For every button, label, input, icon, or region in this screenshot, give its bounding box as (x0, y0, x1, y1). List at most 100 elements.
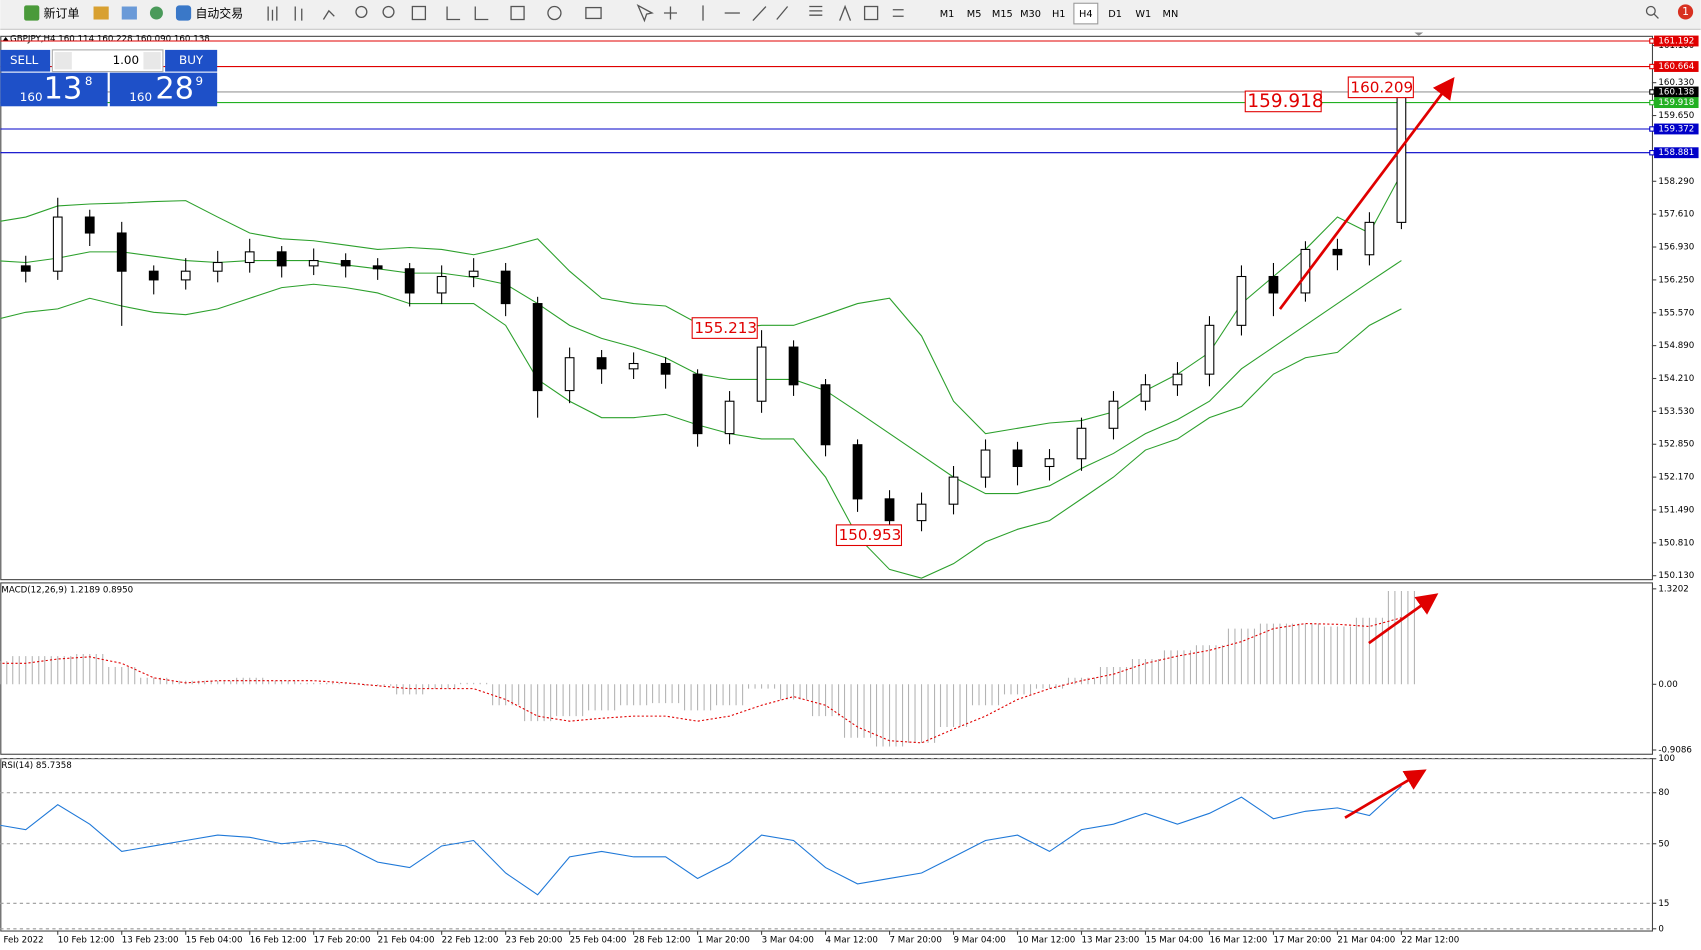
x-tick-label: 22 Mar 12:00 (1401, 936, 1459, 946)
timeframe-button[interactable]: M15 (992, 9, 1013, 20)
annotation-box (1244, 90, 1322, 113)
timeframe-button[interactable]: M1 (940, 9, 955, 20)
timeframe-button[interactable]: D1 (1108, 9, 1122, 20)
y-tick-label: 150.810 (1658, 538, 1694, 548)
timeframe-button[interactable]: M5 (967, 9, 982, 20)
price-level-box (1654, 61, 1699, 72)
candle-body (596, 357, 607, 370)
auto-trading-button[interactable]: 自动交易 (195, 7, 243, 21)
x-tick-label: 15 Mar 04:00 (1145, 936, 1203, 946)
rsi-title: RSI(14) 85.7358 (1, 761, 71, 771)
x-tick-label: 13 Mar 23:00 (1081, 936, 1139, 946)
x-tick-label: 13 Feb 23:00 (122, 936, 179, 946)
sell-price-box[interactable] (0, 72, 108, 107)
candle-body (852, 444, 863, 500)
candle-body (1140, 384, 1151, 402)
buy-price-box[interactable] (109, 72, 218, 107)
y-tick-label: 100 (1658, 754, 1675, 764)
level-handle (1649, 99, 1655, 106)
x-tick-label: 21 Feb 04:00 (378, 936, 435, 946)
new-order-button[interactable]: 新订单 (44, 7, 80, 21)
price-level-box (1654, 97, 1699, 109)
annotation: 159.918 (1247, 91, 1323, 112)
y-tick-label: 152.170 (1658, 473, 1694, 483)
timeframe-button[interactable]: W1 (1135, 9, 1151, 20)
sell-label[interactable]: SELL (10, 53, 39, 67)
candle-body (308, 260, 319, 267)
rsi-line (0, 785, 1402, 896)
timeframe-button[interactable]: M30 (1020, 9, 1041, 20)
volume-input[interactable] (51, 49, 164, 73)
x-tick-label: 3 Mar 04:00 (762, 936, 814, 946)
candle-body (788, 346, 799, 386)
y-tick-label: 155.570 (1658, 308, 1694, 318)
candle-body (532, 303, 543, 392)
macd-title: MACD(12,26,9) 1.2189 0.8950 (1, 585, 133, 595)
y-tick-label: 15 (1658, 899, 1669, 909)
candle-body (884, 498, 895, 522)
candle-body (564, 357, 575, 392)
annotation-box (691, 317, 758, 339)
candle-body (116, 232, 127, 272)
price-level-box (1654, 123, 1699, 135)
x-tick-label: 28 Feb 12:00 (634, 936, 691, 946)
buy-button[interactable] (165, 49, 218, 72)
y-tick-label: 1.3202 (1658, 584, 1688, 594)
toolbar-icon[interactable] (93, 6, 109, 20)
level-handle (1649, 38, 1655, 44)
timeframe-button[interactable]: H1 (1052, 9, 1066, 20)
candle-body (916, 503, 927, 522)
price-level-box (1654, 35, 1699, 47)
x-tick-label: 9 Mar 04:00 (954, 936, 1006, 946)
price-level-label: 161.192 (1658, 37, 1694, 47)
x-tick-label: 21 Mar 04:00 (1337, 936, 1395, 946)
y-tick-label: 152.850 (1658, 440, 1694, 450)
sell-button[interactable] (0, 49, 51, 72)
candle-body (820, 384, 831, 446)
candle-body (52, 216, 63, 272)
candle-body (692, 373, 703, 435)
price-pip: 9 (195, 74, 203, 88)
timeframe-button[interactable]: MN (1163, 9, 1179, 20)
chart-title: GBPJPY,H4 160.114 160.228 160.090 160.13… (10, 35, 210, 45)
price-level-label: 160.138 (1658, 87, 1694, 97)
x-tick-label: 22 Feb 12:00 (442, 936, 499, 946)
candle-body (404, 268, 415, 294)
price-prefix: 160 (20, 90, 43, 104)
candle-body (724, 400, 735, 435)
candle-body (1236, 275, 1247, 326)
annotation: 155.213 (694, 319, 757, 337)
y-tick-label: 0 (1658, 924, 1664, 934)
candle-body (84, 216, 95, 234)
x-tick-label: Feb 2022 (4, 936, 44, 946)
toolbar-icon[interactable] (149, 6, 163, 20)
chart-window (0, 30, 1701, 950)
price-pip: 8 (85, 74, 93, 88)
price-level-label: 159.372 (1658, 124, 1694, 134)
volume-value[interactable]: 1.00 (113, 53, 140, 67)
buy-label[interactable]: BUY (179, 53, 204, 67)
y-tick-label: 0.00 (1658, 680, 1677, 690)
notification-count: 1 (1682, 5, 1689, 18)
new-order-icon[interactable] (24, 5, 40, 21)
notification-badge[interactable] (1677, 4, 1694, 20)
toolbar-icon[interactable] (121, 6, 137, 20)
candle-body (148, 270, 159, 281)
timeframe-button[interactable]: H4 (1079, 9, 1093, 20)
candle-body (1172, 373, 1183, 386)
candle-body (436, 275, 447, 294)
candle-body (20, 265, 31, 272)
candle-body (180, 270, 191, 281)
y-tick-label: 153.530 (1658, 407, 1694, 417)
x-tick-label: 16 Feb 12:00 (250, 936, 307, 946)
candle-body (1108, 400, 1119, 429)
tool-icons[interactable] (267, 3, 1659, 23)
active-timeframe (1073, 2, 1099, 25)
price-main: 28 (155, 72, 194, 107)
x-tick-label: 25 Feb 04:00 (570, 936, 627, 946)
y-tick-label: 160.330 (1658, 78, 1694, 88)
auto-trading-icon[interactable] (175, 5, 192, 21)
one-click-trading: SELL 1.00 BUY 160 13 8 160 28 9 (0, 49, 218, 107)
candle-body (980, 449, 991, 478)
